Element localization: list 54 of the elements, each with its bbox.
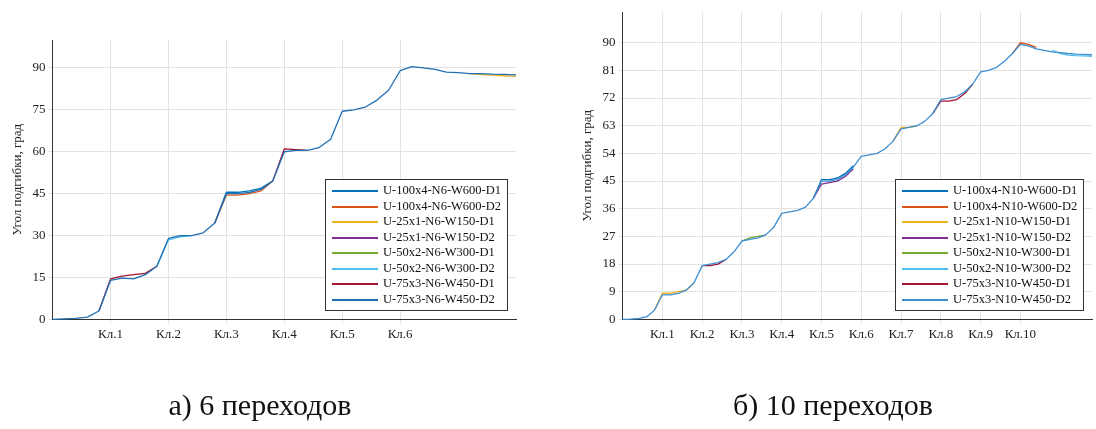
y-axis-title: Угол подгибки, град — [579, 109, 595, 222]
x-tick-label: Кл.2 — [155, 325, 181, 341]
legend-label: U-50x2-N6-W300-D1 — [383, 245, 495, 261]
legend-label: U-100x4-N10-W600-D2 — [953, 198, 1078, 215]
x-tick-label: Кл.4 — [769, 325, 795, 341]
y-tick-label: 9 — [609, 283, 616, 299]
x-tick-label: Кл.3 — [729, 325, 755, 341]
y-tick-label: 60 — [32, 143, 46, 159]
legend-label: U-50x2-N6-W300-D2 — [383, 260, 495, 277]
x-tick-label: Кл.9 — [968, 325, 994, 341]
y-tick-label: 90 — [32, 59, 46, 75]
legend-label: U-100x4-N6-W600-D2 — [383, 198, 502, 215]
text: б) 10 переходов — [732, 388, 934, 422]
legend-label: U-25x1-N10-W150-D1 — [953, 214, 1072, 230]
y-tick-label: 72 — [602, 89, 616, 105]
x-tick-label: Кл.8 — [928, 325, 954, 341]
x-tick-label: Кл.3 — [213, 325, 239, 341]
y-tick-label: 30 — [32, 227, 46, 242]
x-tick-label: Кл.4 — [271, 325, 298, 341]
y-tick-label: 27 — [602, 227, 617, 243]
y-tick-label: 45 — [602, 172, 616, 188]
legend-label: U-75x3-N10-W450-D1 — [953, 276, 1072, 292]
legend-label: U-75x3-N6-W450-D2 — [383, 291, 495, 308]
legend-label: U-50x2-N10-W300-D2 — [953, 260, 1072, 277]
y-tick-label: 63 — [602, 117, 616, 133]
x-tick-label: Кл.10 — [1004, 325, 1037, 341]
x-tick-label: Кл.2 — [689, 325, 715, 341]
text: а) 6 переходов — [167, 388, 353, 422]
legend-label: U-100x4-N10-W600-D1 — [953, 183, 1078, 199]
x-tick-label: Кл.6 — [387, 325, 414, 341]
y-tick-label: 0 — [39, 310, 46, 326]
y-tick-label: 90 — [602, 34, 616, 50]
y-tick-label: 18 — [602, 255, 616, 271]
legend-label: U-50x2-N10-W300-D1 — [953, 245, 1072, 261]
x-tick-label: Кл.1 — [98, 325, 123, 341]
y-tick-label: 15 — [32, 268, 46, 284]
y-tick-label: 0 — [609, 310, 616, 326]
legend-label: U-25x1-N10-W150-D2 — [953, 229, 1072, 246]
y-tick-label: 81 — [602, 61, 616, 77]
y-tick-label: 45 — [32, 185, 46, 201]
legend-label: U-25x1-N6-W150-D2 — [383, 229, 495, 246]
x-tick-label: Кл.5 — [809, 325, 834, 341]
y-tick-label: 54 — [602, 144, 617, 160]
legend-label: U-75x3-N6-W450-D1 — [383, 276, 495, 292]
x-tick-label: Кл.6 — [848, 325, 875, 341]
x-tick-label: Кл.1 — [649, 325, 675, 341]
legend-label: U-25x1-N6-W150-D1 — [383, 214, 495, 230]
x-tick-label: Кл.7 — [888, 325, 914, 341]
y-axis-title: Угол подгибки, град — [9, 123, 25, 236]
y-tick-label: 36 — [602, 200, 617, 216]
x-tick-label: Кл.5 — [329, 325, 355, 341]
legend-label: U-100x4-N6-W600-D1 — [383, 183, 502, 199]
y-tick-label: 75 — [32, 101, 46, 117]
legend-label: U-75x3-N10-W450-D2 — [953, 291, 1072, 308]
